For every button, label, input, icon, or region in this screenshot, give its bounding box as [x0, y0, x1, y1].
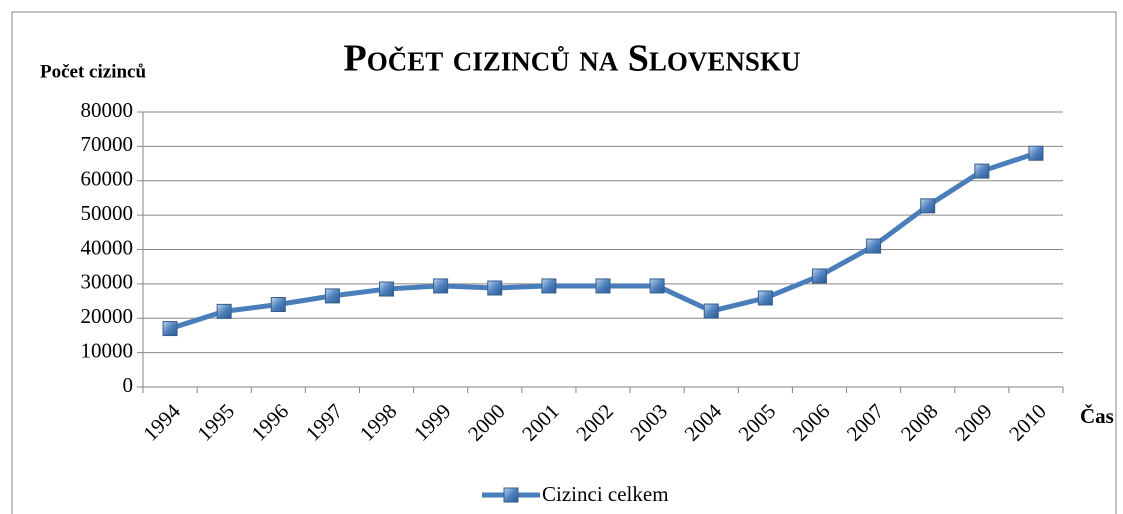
marker: [649, 278, 665, 294]
y-tick-label: 40000: [81, 235, 134, 259]
chart-title: Počet cizinců na Slovensku: [344, 38, 801, 80]
x-tick-label: 2002: [571, 399, 618, 446]
x-tick-label: 2010: [1004, 399, 1051, 446]
marker: [595, 278, 611, 294]
marker: [1028, 145, 1044, 161]
x-tick-label: 2001: [517, 399, 564, 446]
x-tick-label: 1994: [138, 399, 185, 446]
x-tick-label: 1995: [192, 399, 239, 446]
x-tick-label: 2006: [788, 399, 835, 446]
marker: [487, 280, 503, 296]
marker: [379, 281, 395, 297]
x-tick-label: 2007: [842, 399, 889, 446]
marker: [324, 288, 340, 304]
y-tick-label: 0: [123, 373, 134, 397]
y-tick-label: 20000: [81, 304, 134, 328]
y-tick-label: 10000: [81, 338, 134, 362]
line: [169, 150, 1037, 331]
marker: [541, 278, 557, 294]
x-tick-label: 2000: [463, 399, 510, 446]
legend-marker: [503, 487, 519, 503]
x-tick-label: 1997: [301, 399, 348, 446]
marker: [162, 321, 178, 337]
y-axis-label: Počet cizinců: [40, 61, 146, 82]
x-tick-label: 2003: [625, 399, 672, 446]
y-tick-label: 30000: [81, 270, 134, 294]
marker: [811, 268, 827, 284]
frame: [11, 11, 1117, 514]
marker: [974, 163, 990, 179]
x-axis-label: Čas: [1080, 404, 1114, 428]
legend-label: Cizinci celkem: [542, 482, 669, 506]
x-tick-label: 1999: [409, 399, 456, 446]
y-tick-label: 60000: [81, 167, 134, 191]
x-tick-label: 2005: [734, 399, 781, 446]
x-tick-label: 1998: [355, 399, 402, 446]
marker: [920, 198, 936, 214]
marker: [757, 290, 773, 306]
x-tick-label: 1996: [247, 399, 294, 446]
y-tick-label: 80000: [81, 98, 134, 122]
y-tick-label: 70000: [81, 132, 134, 156]
x-tick-label: 2009: [950, 399, 997, 446]
marker: [433, 278, 449, 294]
y-tick-label: 50000: [81, 201, 134, 225]
x-tick-label: 2004: [680, 399, 727, 446]
marker: [270, 297, 286, 312]
marker: [866, 238, 882, 254]
marker: [703, 303, 719, 319]
marker: [216, 303, 232, 319]
x-tick-label: 2008: [896, 399, 943, 446]
